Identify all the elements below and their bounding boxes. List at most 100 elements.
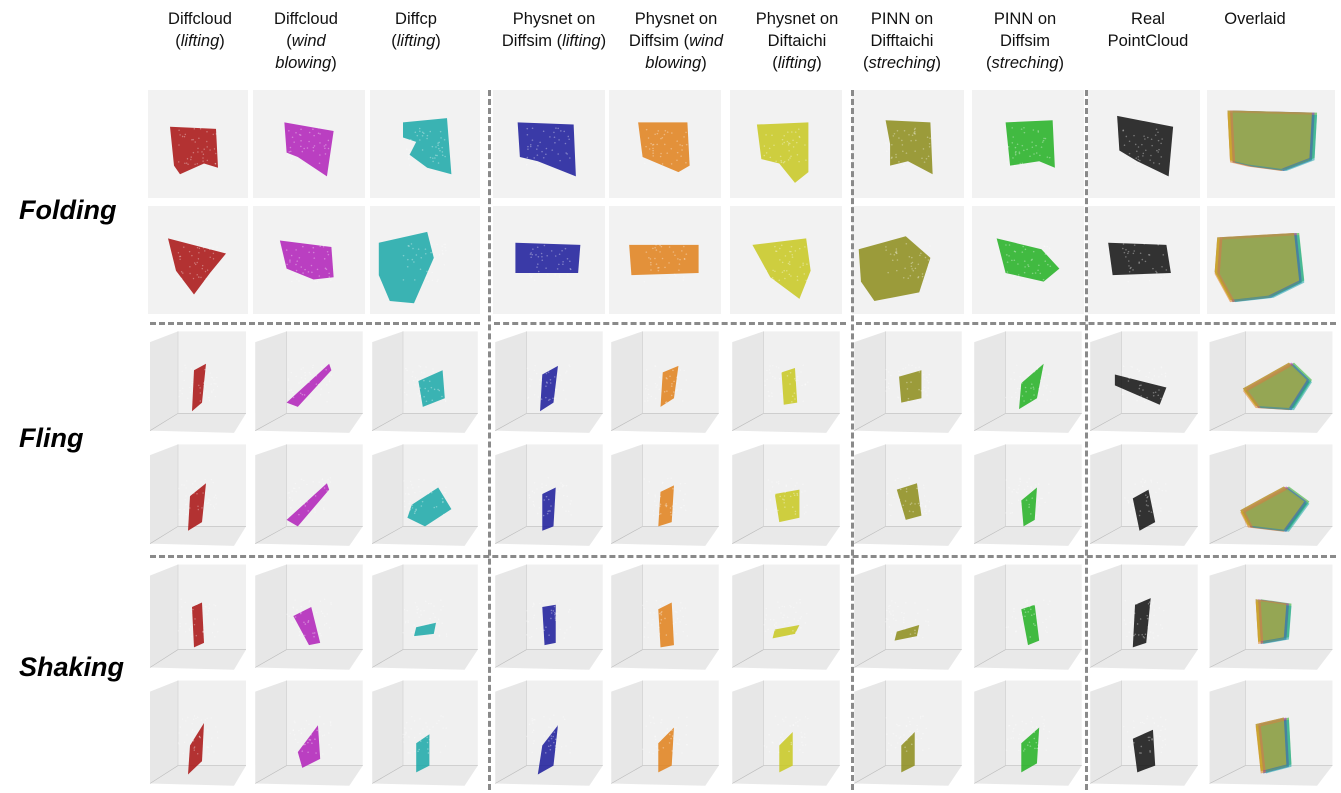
panel-fling-1-diffcp-lifting xyxy=(370,327,480,435)
column-header-line1: Physnet on xyxy=(634,10,718,28)
cloth-render xyxy=(1088,90,1200,198)
panel-shaking-2-physnet-diftaichi-lifting xyxy=(730,676,842,788)
panel-shaking-2-real-pointcloud xyxy=(1088,676,1200,788)
cloth-render xyxy=(854,331,962,433)
row-label-fling: Fling xyxy=(19,423,84,453)
cloth-render xyxy=(149,331,246,433)
cloth-render xyxy=(1209,680,1333,786)
column-header-line2: Diffsim (lifting) xyxy=(501,32,607,50)
panel-fling-2-pinn-difftaichi-streching xyxy=(852,440,964,548)
panel-shaking-2-diffcp-lifting xyxy=(370,676,480,788)
cloth-render xyxy=(370,90,480,198)
cloth-render xyxy=(495,680,603,786)
cloth-render xyxy=(1088,206,1200,314)
cloth-render xyxy=(609,90,721,198)
panel-shaking-2-pinn-diffsim-streching xyxy=(972,676,1084,788)
cloth-render xyxy=(732,564,840,670)
panel-folding-2-pinn-difftaichi-streching xyxy=(852,206,964,314)
panel-shaking-1-physnet-diffsim-lifting xyxy=(493,560,605,672)
column-header-line2: PointCloud xyxy=(1107,32,1189,50)
panel-shaking-1-physnet-diftaichi-lifting xyxy=(730,560,842,672)
row-label-folding: Folding xyxy=(19,195,117,225)
panel-fling-2-physnet-diftaichi-lifting xyxy=(730,440,842,548)
cloth-render xyxy=(974,564,1082,670)
divider-horizontal-2 xyxy=(150,555,1336,558)
cloth-render xyxy=(148,90,248,198)
panel-folding-2-diffcloud-wind xyxy=(253,206,365,314)
panel-fling-1-pinn-diffsim-streching xyxy=(972,327,1084,435)
panel-folding-2-diffcp-lifting xyxy=(370,206,480,314)
cloth-render xyxy=(255,444,363,546)
cloth-render xyxy=(372,444,478,546)
panel-fling-2-physnet-diffsim-lifting xyxy=(493,440,605,548)
panel-fling-1-physnet-diffsim-lifting xyxy=(493,327,605,435)
panel-fling-1-pinn-difftaichi-streching xyxy=(852,327,964,435)
column-header-line1: PINN on xyxy=(993,10,1057,28)
column-header-line1: Diffcp xyxy=(395,10,437,28)
cloth-render xyxy=(1207,206,1335,314)
column-header-line3: blowing) xyxy=(645,54,707,72)
panel-shaking-2-diffcloud-wind xyxy=(253,676,365,788)
panel-folding-2-real-pointcloud xyxy=(1088,206,1200,314)
panel-fling-1-diffcloud-lifting xyxy=(148,327,248,435)
cloth-render xyxy=(1090,564,1198,670)
cloth-render xyxy=(253,90,365,198)
cloth-render xyxy=(732,331,840,433)
cloth-render xyxy=(852,90,964,198)
cloth-render xyxy=(732,444,840,546)
column-header-line1: PINN on xyxy=(870,10,934,28)
divider-horizontal-1c xyxy=(856,322,1336,325)
column-header-line2: Diftaichi xyxy=(767,32,827,50)
cloth-render xyxy=(255,331,363,433)
cloth-render xyxy=(372,680,478,786)
panel-fling-2-diffcloud-wind xyxy=(253,440,365,548)
panel-shaking-2-pinn-difftaichi-streching xyxy=(852,676,964,788)
cloth-render xyxy=(493,206,605,314)
cloth-render xyxy=(149,564,246,670)
panel-folding-2-pinn-diffsim-streching xyxy=(972,206,1084,314)
panel-folding-1-diffcp-lifting xyxy=(370,90,480,198)
cloth-render xyxy=(732,680,840,786)
cloth-render xyxy=(149,680,246,786)
column-header-line2: (wind xyxy=(286,32,326,50)
cloth-render xyxy=(1209,331,1333,433)
cloth-render xyxy=(372,564,478,670)
column-header-diffcloud-lifting: Diffcloud (lifting) xyxy=(135,8,265,52)
cloth-render xyxy=(370,206,480,314)
column-header-line2: Diffsim xyxy=(999,32,1051,50)
panel-shaking-1-real-pointcloud xyxy=(1088,560,1200,672)
cloth-render xyxy=(611,680,719,786)
cloth-render xyxy=(854,564,962,670)
column-header-overlaid: Overlaid xyxy=(1190,8,1320,30)
column-header-line3: (lifting) xyxy=(772,54,822,72)
cloth-render xyxy=(255,680,363,786)
panel-fling-2-physnet-diffsim-wind xyxy=(609,440,721,548)
panel-folding-1-physnet-diffsim-lifting xyxy=(493,90,605,198)
panel-shaking-2-overlaid xyxy=(1207,676,1335,788)
column-header-physnet-diffsim-lifting: Physnet on Diffsim (lifting) xyxy=(489,8,619,52)
column-header-line1: Diffcloud xyxy=(274,10,338,28)
cloth-render xyxy=(493,90,605,198)
panel-fling-1-physnet-diffsim-wind xyxy=(609,327,721,435)
divider-vertical-1 xyxy=(488,90,491,790)
panel-shaking-1-overlaid xyxy=(1207,560,1335,672)
column-header-line1: Physnet on xyxy=(755,10,839,28)
column-header-pinn-diffsim-streching: PINN on Diffsim (streching) xyxy=(960,8,1090,74)
cloth-render xyxy=(854,680,962,786)
panel-shaking-1-diffcloud-lifting xyxy=(148,560,248,672)
panel-shaking-1-physnet-diffsim-wind xyxy=(609,560,721,672)
panel-folding-1-pinn-difftaichi-streching xyxy=(852,90,964,198)
cloth-render xyxy=(1207,90,1335,198)
cloth-render xyxy=(1090,444,1198,546)
column-header-diffcloud-wind: Diffcloud (wind blowing) xyxy=(241,8,371,74)
divider-vertical-3 xyxy=(1085,90,1088,790)
divider-horizontal-1a xyxy=(150,322,480,325)
panel-folding-2-diffcloud-lifting xyxy=(148,206,248,314)
cloth-render xyxy=(611,564,719,670)
column-header-line1: Diffcloud xyxy=(168,10,232,28)
panel-shaking-1-pinn-difftaichi-streching xyxy=(852,560,964,672)
cloth-render xyxy=(854,444,962,546)
cloth-render xyxy=(1209,564,1333,670)
cloth-render xyxy=(1090,680,1198,786)
cloth-render xyxy=(730,206,842,314)
